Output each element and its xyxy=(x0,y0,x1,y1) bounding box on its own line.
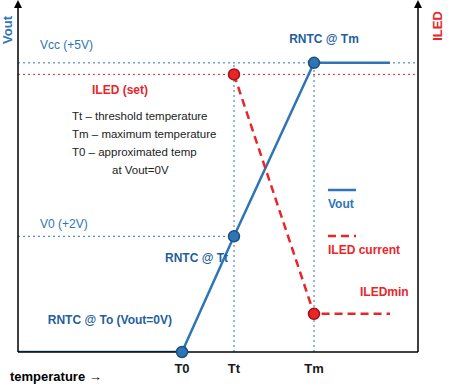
svg-text:RNTC @ To (Vout=0V): RNTC @ To (Vout=0V) xyxy=(48,313,172,327)
svg-text:Vout: Vout xyxy=(8,15,15,44)
svg-text:Tt – threshold temperature: Tt – threshold temperature xyxy=(72,110,208,122)
svg-text:Vout: Vout xyxy=(328,197,354,211)
svg-text:ILEDmin: ILEDmin xyxy=(360,285,409,299)
svg-text:temperature →: temperature → xyxy=(10,369,102,384)
svg-text:Tm – maximum temperature: Tm – maximum temperature xyxy=(72,128,216,140)
svg-text:at Vout=0V: at Vout=0V xyxy=(112,164,169,176)
svg-text:Tm: Tm xyxy=(304,361,324,376)
svg-text:V0 (+2V): V0 (+2V) xyxy=(40,217,88,231)
svg-text:T0: T0 xyxy=(174,361,189,376)
svg-text:RNTC @ Tt: RNTC @ Tt xyxy=(165,251,228,265)
svg-text:T0 – approximated temp: T0 – approximated temp xyxy=(72,146,197,158)
svg-text:RNTC @ Tm: RNTC @ Tm xyxy=(289,32,359,46)
svg-text:Vcc (+5V): Vcc (+5V) xyxy=(40,38,93,52)
svg-text:ILED (set): ILED (set) xyxy=(92,83,148,97)
svg-text:ILED current: ILED current xyxy=(328,243,400,257)
svg-text:ILED: ILED xyxy=(430,11,442,41)
svg-text:Tt: Tt xyxy=(228,361,241,376)
